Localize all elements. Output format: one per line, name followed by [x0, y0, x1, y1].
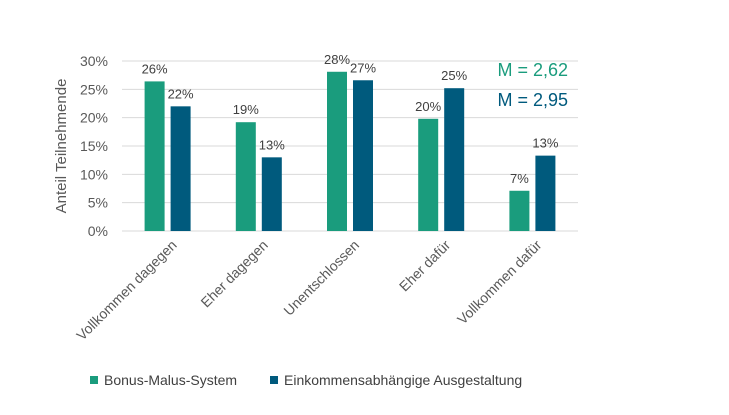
legend-swatch [90, 376, 98, 384]
x-tick-label: Eher dafür [396, 237, 454, 295]
y-tick-label: 10% [80, 166, 108, 182]
bar-value-label: 13% [532, 136, 558, 151]
mean-annotation: M = 2,95 [497, 90, 568, 110]
y-tick-label: 15% [80, 138, 108, 154]
y-tick-label: 30% [80, 53, 108, 69]
bar-value-label: 28% [324, 52, 350, 67]
legend-swatch [270, 376, 278, 384]
bar-bonus-malus [235, 122, 256, 231]
bar-einkommensabhaengig [170, 106, 191, 231]
y-tick-label: 5% [88, 195, 108, 211]
x-tick-label: Eher dagegen [197, 237, 271, 311]
bar-einkommensabhaengig [444, 88, 465, 231]
bar-value-label: 25% [441, 68, 467, 83]
mean-annotation: M = 2,62 [497, 60, 568, 80]
x-tick-label: Unentschlossen [280, 237, 362, 319]
bar-bonus-malus [418, 118, 439, 231]
bar-value-label: 22% [168, 86, 194, 101]
bar-value-label: 20% [415, 99, 441, 114]
bar-value-label: 26% [142, 61, 168, 76]
y-tick-label: 20% [80, 110, 108, 126]
bar-value-label: 27% [350, 60, 376, 75]
bar-bonus-malus [327, 71, 347, 232]
bar-einkommensabhaengig [535, 155, 556, 231]
y-tick-label: 0% [88, 223, 108, 239]
bar-value-label: 19% [233, 102, 259, 117]
bar-value-label: 7% [510, 171, 529, 186]
y-tick-label: 25% [80, 81, 108, 97]
bar-einkommensabhaengig [261, 157, 282, 231]
bar-bonus-malus [509, 190, 530, 231]
y-axis-label: Anteil Teilnehmende [53, 79, 70, 214]
bar-value-label: 13% [259, 137, 285, 152]
x-tick-label: Vollkommen dagegen [73, 237, 180, 344]
legend-label: Bonus-Malus-System [104, 372, 237, 388]
x-tick-label: Vollkommen dafür [454, 237, 545, 328]
bar-bonus-malus [144, 81, 165, 232]
bar-einkommensabhaengig [353, 80, 373, 232]
legend-label: Einkommensabhängige Ausgestaltung [284, 372, 522, 388]
